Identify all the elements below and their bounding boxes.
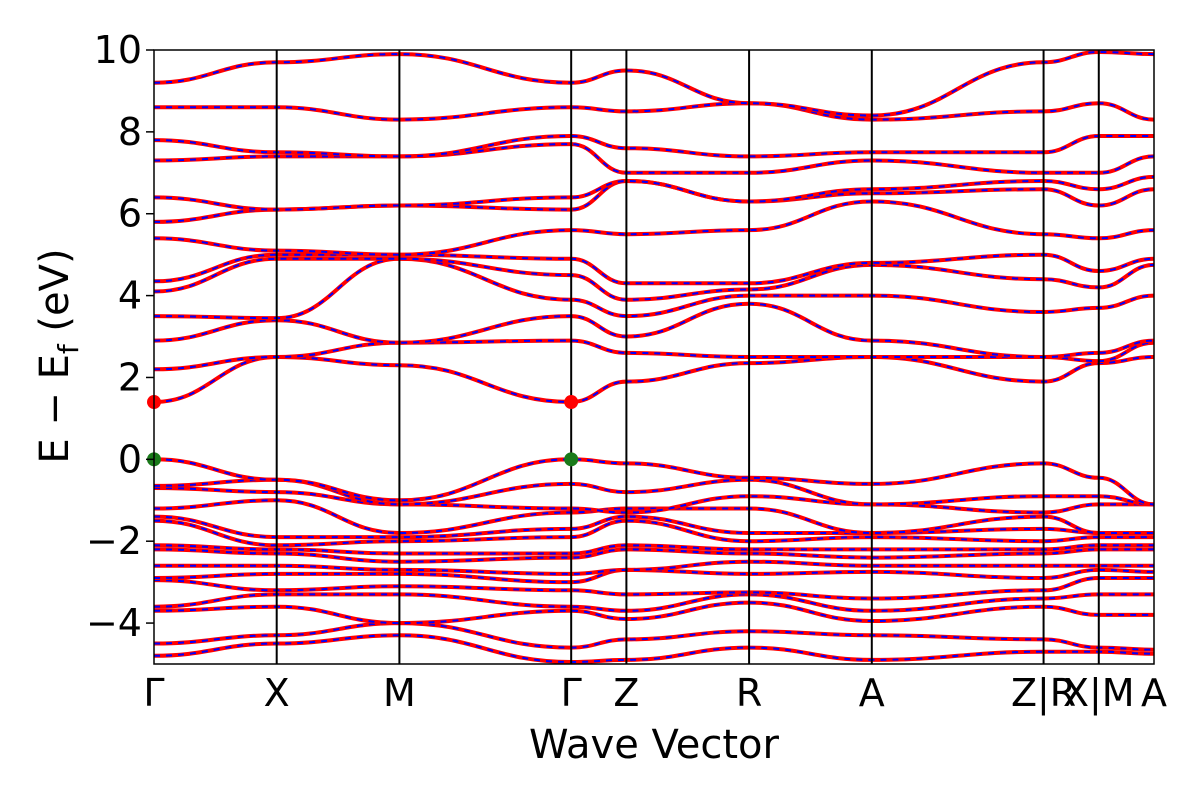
- band-18-line: [154, 256, 1154, 321]
- plot-frame: [153, 49, 1155, 665]
- band-1-line: [154, 621, 1154, 652]
- band-14-dashed-line: [154, 458, 1154, 506]
- x-axis-ticks: Γ X M Γ Z R A Z|RX|M A: [143, 671, 1167, 716]
- x-tick-label-4: Z: [613, 671, 639, 715]
- x-tick-label-1: X: [264, 671, 290, 715]
- x-tick-label-0: Γ: [143, 671, 164, 715]
- band-3-dashed-line: [154, 593, 1154, 612]
- band-9-line: [154, 518, 1154, 548]
- band-23-dashed-line: [154, 175, 1154, 211]
- x-tick-label-9: A: [1141, 671, 1167, 715]
- y-tick-label-6: 8: [118, 110, 142, 154]
- band-10-dashed-line: [154, 515, 1154, 539]
- y-tick-label-3: 2: [118, 355, 142, 399]
- x-tick-label-7: Z|R: [1011, 671, 1076, 716]
- band-0-dashed-line: [154, 634, 1154, 664]
- band-26-line: [154, 101, 1154, 122]
- band-25-line: [154, 133, 1154, 159]
- y-axis-title-main: E − E: [32, 354, 78, 464]
- y-axis-title-subscript: f: [52, 343, 85, 354]
- x-tick-label-2: M: [383, 671, 416, 715]
- band-5-line: [154, 567, 1154, 585]
- y-tick-label-0: −4: [86, 601, 142, 645]
- band-22-line: [154, 178, 1154, 224]
- band-2-line: [154, 600, 1154, 626]
- bands-layer: [154, 50, 1154, 664]
- y-tick-label-7: 10: [94, 28, 142, 72]
- band-22-dashed-line: [154, 179, 1154, 223]
- x-tick-label-6: A: [859, 671, 885, 715]
- band-9-dashed-line: [154, 519, 1154, 547]
- y-tick-label-5: 6: [118, 192, 142, 236]
- band-19-line: [154, 256, 1154, 302]
- y-tick-label-2: 0: [118, 437, 142, 481]
- extrema-markers: [147, 395, 579, 467]
- band-27-line: [154, 50, 1154, 118]
- x-axis-title: Wave Vector: [529, 722, 780, 768]
- y-axis-ticks: −4 −2 0 2 4 6 8 10: [86, 28, 154, 645]
- y-tick-label-1: −2: [86, 519, 142, 563]
- cbm-marker-1: [564, 395, 579, 410]
- band-2-dashed-line: [154, 601, 1154, 625]
- y-axis-title: E − Ef (eV): [32, 248, 85, 463]
- band-19-dashed-line: [154, 257, 1154, 301]
- x-tick-label-3: Γ: [561, 671, 582, 715]
- x-tick-label-8: X|M: [1063, 671, 1135, 716]
- y-axis-title-unit: (eV): [32, 248, 78, 344]
- band-1-dashed-line: [154, 622, 1154, 651]
- kpath-lines: [275, 50, 1100, 664]
- vbm-marker-1: [564, 452, 579, 467]
- x-tick-label-5: R: [736, 671, 762, 715]
- y-tick-label-4: 4: [118, 274, 142, 318]
